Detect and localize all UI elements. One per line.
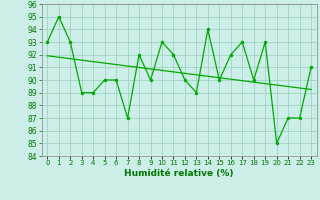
- X-axis label: Humidité relative (%): Humidité relative (%): [124, 169, 234, 178]
